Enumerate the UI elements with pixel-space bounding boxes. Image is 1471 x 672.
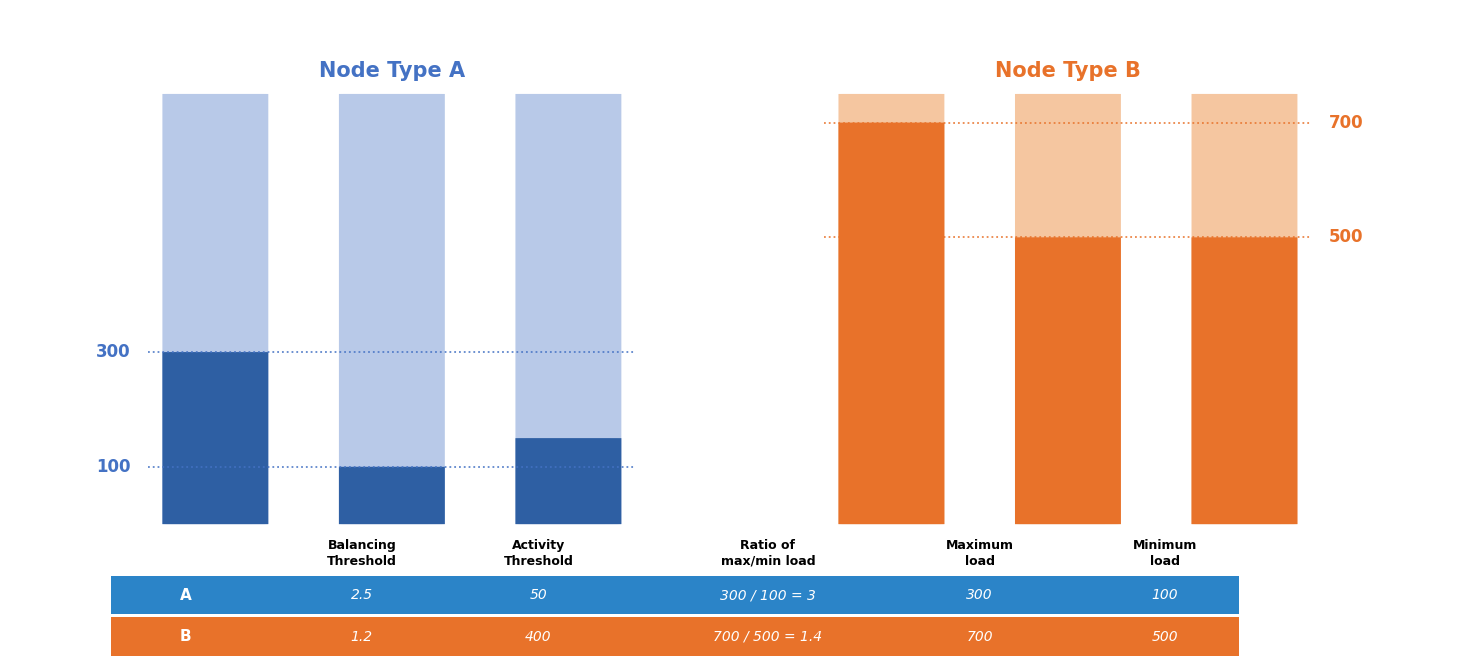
Text: 700 / 500 = 1.4: 700 / 500 = 1.4 [713, 630, 822, 644]
Text: A: A [179, 587, 191, 603]
Text: 300: 300 [966, 588, 993, 602]
Text: Node Type B: Node Type B [994, 61, 1141, 81]
Text: 400: 400 [525, 630, 552, 644]
Text: 1.2: 1.2 [350, 630, 374, 644]
FancyBboxPatch shape [1192, 237, 1297, 524]
Text: Activity
Threshold: Activity Threshold [503, 539, 574, 568]
FancyBboxPatch shape [338, 467, 444, 524]
Text: Minimum
load: Minimum load [1133, 539, 1197, 568]
Text: 500: 500 [1330, 228, 1364, 247]
Text: Ratio of
max/min load: Ratio of max/min load [721, 539, 815, 568]
FancyBboxPatch shape [838, 94, 944, 524]
Text: 100: 100 [96, 458, 131, 476]
FancyBboxPatch shape [515, 94, 621, 524]
FancyBboxPatch shape [338, 94, 444, 524]
Text: 50: 50 [530, 588, 547, 602]
Text: 700: 700 [966, 630, 993, 644]
Text: Maximum
load: Maximum load [946, 539, 1014, 568]
Text: 300 / 100 = 3: 300 / 100 = 3 [719, 588, 816, 602]
Text: 300: 300 [96, 343, 131, 361]
FancyBboxPatch shape [162, 352, 268, 524]
FancyBboxPatch shape [162, 94, 268, 524]
FancyBboxPatch shape [1015, 94, 1121, 524]
Text: B: B [179, 629, 191, 644]
Text: Balancing
Threshold: Balancing Threshold [327, 539, 397, 568]
Bar [112, 618, 1239, 656]
FancyBboxPatch shape [838, 122, 944, 524]
Bar [112, 576, 1239, 614]
Text: 500: 500 [1152, 630, 1178, 644]
Text: 700: 700 [1330, 114, 1364, 132]
FancyBboxPatch shape [1192, 94, 1297, 524]
FancyBboxPatch shape [515, 438, 621, 524]
Text: 2.5: 2.5 [350, 588, 374, 602]
Text: Node Type A: Node Type A [319, 61, 465, 81]
FancyBboxPatch shape [1015, 237, 1121, 524]
Text: 100: 100 [1152, 588, 1178, 602]
